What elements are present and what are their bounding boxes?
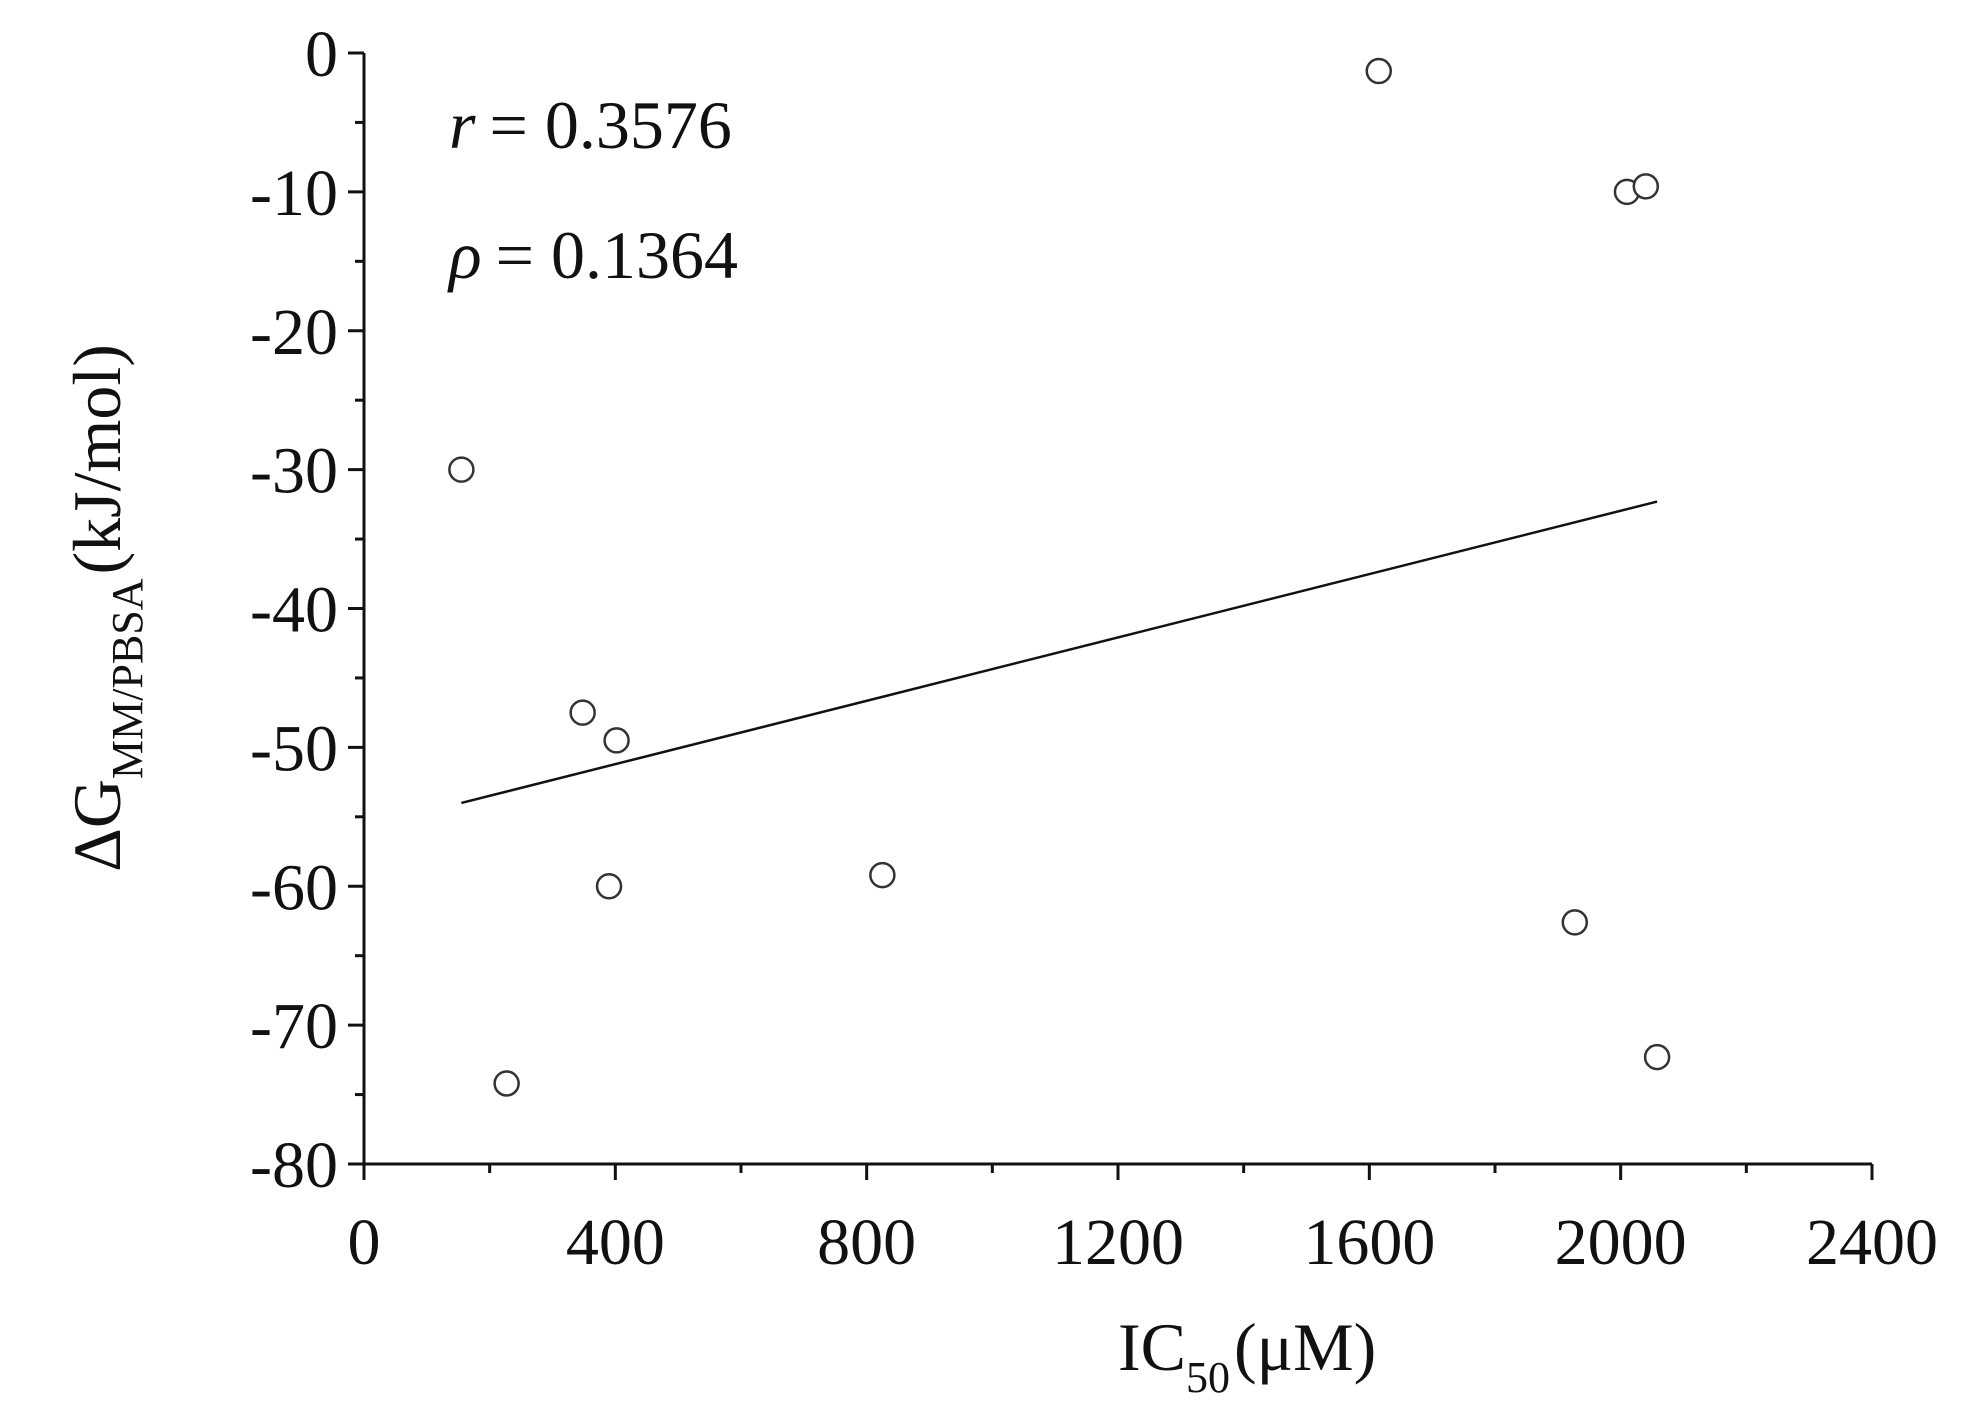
x-tick-label: 0	[348, 1206, 381, 1279]
y-tick-label: -50	[250, 712, 338, 785]
x-tick-label: 800	[817, 1206, 916, 1279]
point	[603, 727, 630, 754]
point	[595, 873, 623, 900]
y-tick-label: -10	[250, 157, 338, 230]
y-tick-label: -20	[250, 296, 338, 369]
annotation: ρ = 0.1364	[447, 217, 738, 293]
annotation-symbol: ρ	[447, 217, 482, 293]
x-label-unit: (μM)	[1234, 1309, 1376, 1385]
annotation-text: = 0.1364	[496, 217, 738, 293]
point	[448, 456, 475, 483]
point	[493, 1070, 520, 1097]
annotation: r = 0.3576	[449, 87, 732, 163]
y-tick-label: -40	[250, 574, 338, 647]
point	[1561, 909, 1589, 936]
x-axis-label: IC50(μM)	[1118, 1309, 1376, 1402]
annotation-symbol: r	[449, 87, 476, 163]
y-tick-label: 0	[305, 18, 338, 91]
point	[1643, 1043, 1671, 1071]
x-tick-label: 2400	[1806, 1206, 1938, 1279]
point	[1365, 57, 1393, 85]
point	[1632, 173, 1660, 200]
y-tick-label: -30	[250, 435, 338, 508]
x-tick-label: 1600	[1303, 1206, 1435, 1279]
y-label-main: ΔG	[59, 779, 135, 872]
annotation-text: = 0.3576	[489, 87, 731, 163]
y-tick-label: -80	[250, 1129, 338, 1202]
y-tick-label: -60	[250, 851, 338, 924]
y-label-unit: (kJ/mol)	[59, 344, 135, 574]
x-tick-label: 2000	[1555, 1206, 1687, 1279]
x-tick-label: 1200	[1052, 1206, 1184, 1279]
y-tick-label: -70	[250, 990, 338, 1063]
y-axis-label: ΔGMM/PBSA(kJ/mol)	[59, 344, 152, 872]
x-tick-label: 400	[566, 1206, 665, 1279]
fit-line	[461, 500, 1658, 805]
x-label-sub: 50	[1186, 1353, 1230, 1402]
point	[569, 699, 596, 726]
point	[869, 861, 896, 889]
x-label-main: IC	[1118, 1309, 1186, 1385]
y-label-sub: MM/PBSA	[103, 578, 152, 779]
